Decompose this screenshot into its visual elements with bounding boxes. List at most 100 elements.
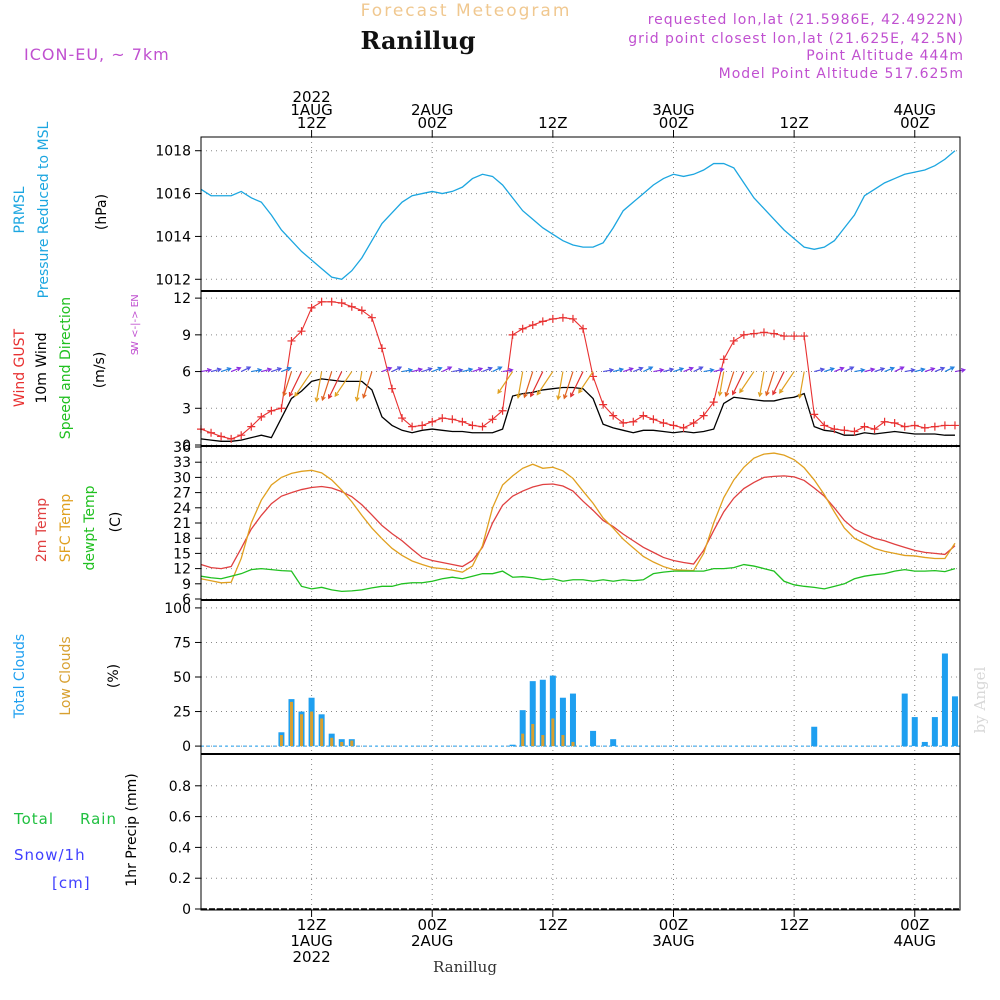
low-cloud-bar [531, 723, 535, 747]
gust-marker [880, 417, 889, 426]
gust-marker [538, 317, 547, 326]
low-cloud-bar [541, 735, 545, 747]
wind-arrow [314, 371, 323, 403]
bottom-time-label: 2AUG [411, 932, 453, 950]
wind-arrow [452, 367, 464, 373]
temp-2m-label: 2m Temp [34, 498, 50, 562]
total-cloud-bar [901, 693, 908, 747]
wind-arrow [523, 371, 534, 399]
wind-arrow [354, 371, 363, 402]
low-cloud-bar [279, 735, 283, 747]
wind-arrow [536, 371, 554, 396]
y-tick-label: 0.2 [169, 871, 191, 887]
total-cloud-bar [610, 739, 617, 747]
watermark: by Angel [971, 666, 989, 733]
total-cloud-bar [921, 741, 928, 747]
wind-arrow [401, 367, 414, 373]
wind-arrow [281, 366, 292, 373]
gust-marker [910, 421, 919, 430]
low-cloud-bar [340, 741, 344, 747]
bottom-time-label: 1AUG [290, 932, 332, 950]
wind-arrow [603, 367, 615, 373]
wind-arrow [502, 367, 514, 373]
gust-marker [488, 415, 497, 424]
y-tick-label: 30 [173, 470, 191, 486]
gust-marker [558, 313, 567, 322]
y-tick-label: 24 [173, 501, 191, 517]
gust-marker [438, 414, 447, 423]
wind-arrow [230, 366, 242, 373]
wind-speed-line [200, 378, 955, 442]
wind-arrow [462, 367, 474, 373]
gust-marker [579, 324, 588, 333]
wind-arrow [482, 366, 493, 373]
top-time-label: 12Z [779, 114, 808, 132]
wind-arrow [240, 366, 252, 373]
gust-marker [920, 423, 929, 432]
wind-arrow [570, 371, 584, 398]
gust-marker [528, 321, 537, 330]
gust-marker [749, 329, 758, 338]
y-tick-label: 9 [182, 577, 191, 593]
gust-marker [327, 297, 336, 306]
gust-marker [428, 417, 437, 426]
pressure-unit-label: (hPa) [94, 194, 110, 230]
low-cloud-bar [310, 711, 314, 747]
bottom-time-label: 12Z [779, 916, 808, 934]
total-rain-label-2: Rain [80, 810, 117, 828]
gust-marker [267, 406, 276, 415]
gust-marker [639, 411, 648, 420]
gust-marker [357, 306, 366, 315]
top-time-label: 4AUG [894, 101, 936, 119]
total-cloud-bar [509, 744, 516, 747]
gust-marker [649, 415, 658, 424]
wind-arrow [633, 366, 644, 373]
gust-marker [237, 431, 246, 440]
top-time-label: 00Z [659, 114, 688, 132]
wind-arrow [814, 367, 826, 373]
y-tick-label: 75 [173, 635, 191, 651]
wind-arrow [294, 371, 313, 398]
gust-marker [619, 418, 628, 427]
gust-marker [377, 344, 386, 353]
gust-marker [277, 404, 286, 413]
precip-unit-label: 1hr Precip (mm) [124, 773, 140, 886]
bottom-time-label: 4AUG [894, 932, 936, 950]
gust-marker [599, 400, 608, 409]
gust-marker [498, 406, 507, 415]
total-cloud-bar [559, 697, 566, 747]
dewpt-line [200, 563, 956, 593]
low-cloud-bar [561, 735, 565, 747]
gust-marker [950, 421, 959, 430]
wind-arrow [731, 371, 745, 396]
y-tick-label: 6 [182, 592, 191, 608]
top-time-label: 12Z [297, 114, 326, 132]
wind-arrow [739, 371, 755, 394]
wind-arrow [562, 371, 574, 400]
model-name: ICON-EU, ~ 7km [24, 45, 170, 64]
wind-arrow [497, 371, 514, 395]
temp-unit-label: (C) [108, 512, 124, 533]
wind-arrow [391, 366, 403, 373]
y-tick-label: 0.8 [169, 779, 191, 795]
gust-marker [900, 422, 909, 431]
wind-gust-label: Wind GUST [12, 328, 28, 407]
wind-arrow [713, 367, 725, 373]
wind-arrow [362, 371, 373, 399]
wind-arrow [613, 367, 625, 373]
y-tick-label: 0.6 [169, 810, 191, 826]
total-cloud-bar [529, 681, 536, 747]
gust-marker [297, 327, 306, 336]
bottom-time-label: 12Z [538, 916, 567, 934]
total-cloud-bar [811, 726, 818, 747]
product-title: Forecast Meteogram [361, 1, 572, 21]
wind-arrow [653, 367, 665, 373]
total-cloud-bar [941, 653, 948, 747]
wind-arrow [944, 366, 956, 373]
panel-3: 0 25 50 75 100 [164, 600, 960, 755]
gust-marker [367, 313, 376, 322]
pressure-panel-labels: PRMSL Pressure Reduced to MSL (hPa) [12, 121, 110, 298]
point-altitude: Point Altitude 444m [806, 48, 964, 64]
pressure-line [200, 150, 956, 280]
